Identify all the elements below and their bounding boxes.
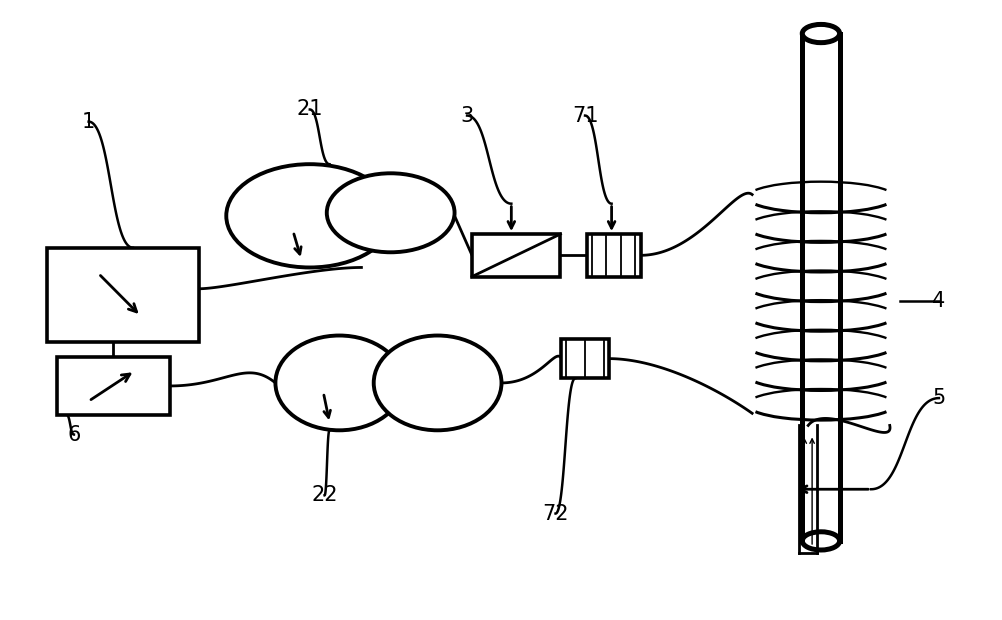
Ellipse shape [276,335,403,430]
Bar [57,357,169,415]
Bar [47,248,199,342]
Text: 71: 71 [571,105,598,126]
Text: 72: 72 [542,503,568,523]
Bar [561,339,608,378]
Circle shape [327,174,454,252]
Text: 4: 4 [931,291,945,311]
Text: 3: 3 [460,105,473,126]
Text: 21: 21 [297,99,323,120]
Ellipse shape [374,335,501,430]
Ellipse shape [802,24,839,43]
Bar [472,234,560,277]
Circle shape [226,164,393,267]
Ellipse shape [802,532,839,550]
Text: 22: 22 [311,485,338,505]
Bar [586,234,640,277]
Text: 1: 1 [82,112,95,131]
Text: 6: 6 [67,425,80,445]
Text: 5: 5 [931,388,945,408]
